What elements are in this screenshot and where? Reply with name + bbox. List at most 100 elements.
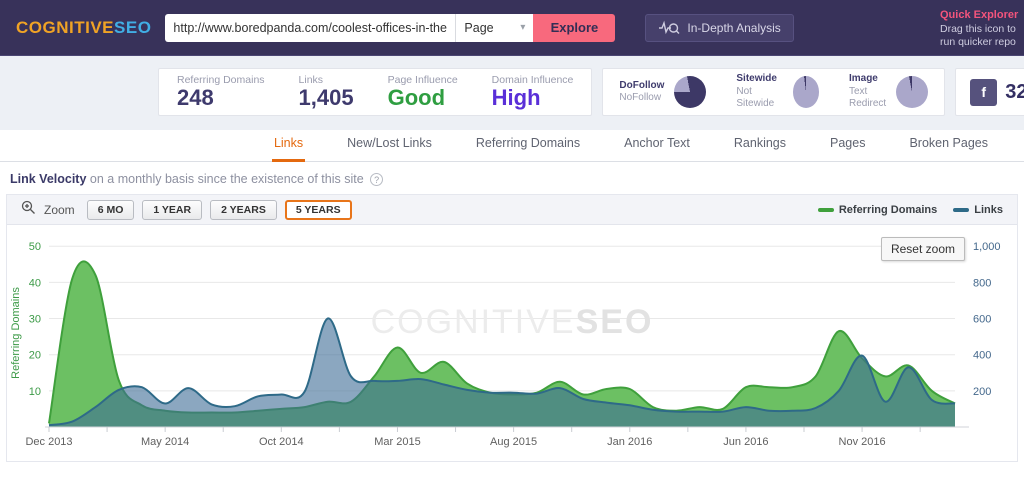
range-buttons: 6 MO 1 YEAR 2 YEARS 5 YEARS (86, 199, 352, 220)
stat-value: Good (387, 84, 446, 110)
legend-item-referring-domains[interactable]: Referring Domains (817, 203, 938, 216)
pie-chart-sitewide (792, 76, 819, 108)
chart-watermark: COGNITIVESEO (371, 303, 654, 341)
social-item-facebook: f 32,000 (970, 78, 1024, 106)
logo-part-cognitive: COGNITIVE (16, 17, 115, 37)
pie-labels: Image Text Redirect (849, 73, 886, 111)
social-count: 32,000 (1005, 80, 1024, 103)
pie-label: Not Sitewide (736, 85, 775, 110)
pie-label: Sitewide (736, 73, 777, 85)
x-axis-tick-label: Oct 2014 (259, 436, 304, 448)
summary-stats-card: Referring Domains 248 Links 1,405 Page Influ… (158, 68, 593, 116)
chevron-down-icon: ▾ (520, 22, 526, 33)
legend-label: Referring Domains (838, 203, 938, 216)
pie-label: NoFollow (619, 92, 662, 103)
pie-labels: Sitewide Not Sitewide (736, 73, 782, 111)
left-axis-title: Referring Domains (10, 287, 22, 379)
left-axis-tick-label: 10 (29, 386, 41, 398)
quick-explorer-note: Quick Explorer Drag this icon to run qui… (940, 9, 1024, 49)
tab-links[interactable]: Links (271, 130, 306, 162)
range-button-2-years[interactable]: 2 YEARS (210, 199, 277, 220)
x-axis-tick-label: Mar 2015 (374, 436, 420, 448)
stat-value: 248 (177, 84, 214, 110)
facebook-icon: f (970, 78, 998, 106)
quick-explorer-title: Quick Explorer (940, 9, 1019, 21)
link-velocity-chart[interactable]: COGNITIVESEO 10 20 30 40 50 200 400 600 800 1,000 D… (7, 225, 1017, 461)
stat-value: High (491, 84, 541, 110)
tab-anchor-text[interactable]: Anchor Text (624, 136, 690, 150)
section-title: Link Velocity on a monthly basis since t… (0, 162, 1024, 194)
zoom-magnifier-icon (21, 200, 36, 220)
range-button-6-mo[interactable]: 6 MO (86, 199, 135, 220)
x-axis-tick-label: Aug 2015 (490, 436, 537, 448)
pie-label: Redirect (848, 98, 887, 110)
stats-strip: Referring Domains 248 Links 1,405 Page Influ… (0, 56, 1024, 130)
right-axis-tick-label: 400 (973, 350, 991, 362)
help-icon[interactable]: ? (370, 173, 384, 186)
url-search-bar: Page ▾ Explore (165, 13, 616, 42)
chart-legend: Referring Domains Links (817, 203, 1003, 216)
quick-explorer-line2: run quicker repo (940, 35, 1016, 48)
summary-stat-referring-domains: Referring Domains 248 (177, 74, 265, 110)
scope-select-value: Page (464, 20, 494, 35)
link-velocity-chart-panel: Zoom 6 MO 1 YEAR 2 YEARS 5 YEARS Referring … (6, 194, 1018, 462)
right-axis-tick-label: 200 (973, 386, 991, 398)
right-axis-tick-label: 600 (973, 314, 991, 326)
summary-stat-links: Links 1,405 (299, 74, 354, 110)
chart-toolbar: Zoom 6 MO 1 YEAR 2 YEARS 5 YEARS Referring … (7, 195, 1017, 225)
left-axis-tick-label: 30 (29, 314, 41, 326)
link-type-pies-card: DoFollow NoFollow Sitewide Not Sitewide Imag… (602, 68, 946, 116)
legend-swatch (817, 207, 834, 212)
stat-label: Page Influence (387, 73, 458, 86)
stat-label: Referring Domains (177, 73, 265, 86)
pie-label: Image (848, 73, 878, 85)
summary-stat-domain-influence: Domain Influence High (492, 74, 574, 110)
explore-button[interactable]: Explore (533, 13, 616, 42)
top-navbar: COGNITIVESEO Page ▾ Explore In-Depth Ana… (0, 0, 1024, 56)
indepth-analysis-label: In-Depth Analysis (687, 20, 781, 35)
legend-label: Links (974, 203, 1003, 216)
x-axis-tick-label: Jan 2016 (607, 436, 652, 448)
logo-part-seo: SEO (114, 17, 152, 37)
tab-referring-domains[interactable]: Referring Domains (475, 136, 581, 150)
left-axis-tick-label: 40 (29, 277, 41, 289)
x-axis-tick-label: Dec 2013 (25, 436, 72, 448)
x-axis-tick-label: Nov 2016 (839, 436, 886, 448)
left-axis-tick-label: 50 (29, 241, 41, 253)
tab-broken-pages[interactable]: Broken Pages (909, 136, 988, 150)
series-line-links (48, 317, 956, 427)
reset-zoom-button[interactable]: Reset zoom (880, 237, 965, 261)
section-title-rest: on a monthly basis since the existence o… (89, 172, 364, 186)
legend-item-links[interactable]: Links (953, 204, 1003, 216)
pie-labels: DoFollow NoFollow (619, 80, 664, 105)
stat-value: 1,405 (298, 84, 354, 110)
tab-new-lost-links[interactable]: New/Lost Links (347, 136, 432, 150)
tab-rankings[interactable]: Rankings (733, 136, 787, 150)
chart-area: COGNITIVESEO 10 20 30 40 50 200 400 600 800 1,000 D… (7, 225, 1017, 461)
pie-label: DoFollow (619, 79, 665, 91)
series-area-links (49, 318, 955, 427)
pie-chart-dofollow (674, 76, 707, 108)
pie-item-dofollow: DoFollow NoFollow (619, 76, 707, 108)
range-button-1-year[interactable]: 1 YEAR (142, 199, 203, 220)
quick-explorer-line1: Drag this icon to (940, 22, 1016, 35)
right-axis-tick-label: 1,000 (973, 241, 1001, 253)
x-axis-tick-label: Jun 2016 (723, 436, 768, 448)
range-button-5-years[interactable]: 5 YEARS (284, 199, 352, 220)
x-axis-tick-label: May 2014 (141, 436, 189, 448)
section-title-bold: Link Velocity (10, 172, 87, 186)
tab-pages[interactable]: Pages (830, 136, 866, 150)
indepth-analysis-button[interactable]: In-Depth Analysis (645, 13, 794, 42)
pie-item-sitewide: Sitewide Not Sitewide (736, 73, 819, 111)
left-axis-tick-label: 20 (29, 350, 41, 362)
analysis-wave-magnifier-icon (658, 20, 680, 36)
pie-item-image: Image Text Redirect (849, 73, 929, 111)
right-axis-tick-label: 800 (973, 277, 991, 289)
scope-select[interactable]: Page ▾ (455, 13, 534, 42)
url-input[interactable] (165, 13, 456, 42)
app-logo[interactable]: COGNITIVESEO (16, 18, 151, 38)
stat-label: Domain Influence (491, 73, 574, 86)
social-counts-card: f32,000G+2,610 (955, 68, 1024, 116)
zoom-label: Zoom (44, 202, 75, 217)
pie-label: Text (848, 85, 868, 97)
